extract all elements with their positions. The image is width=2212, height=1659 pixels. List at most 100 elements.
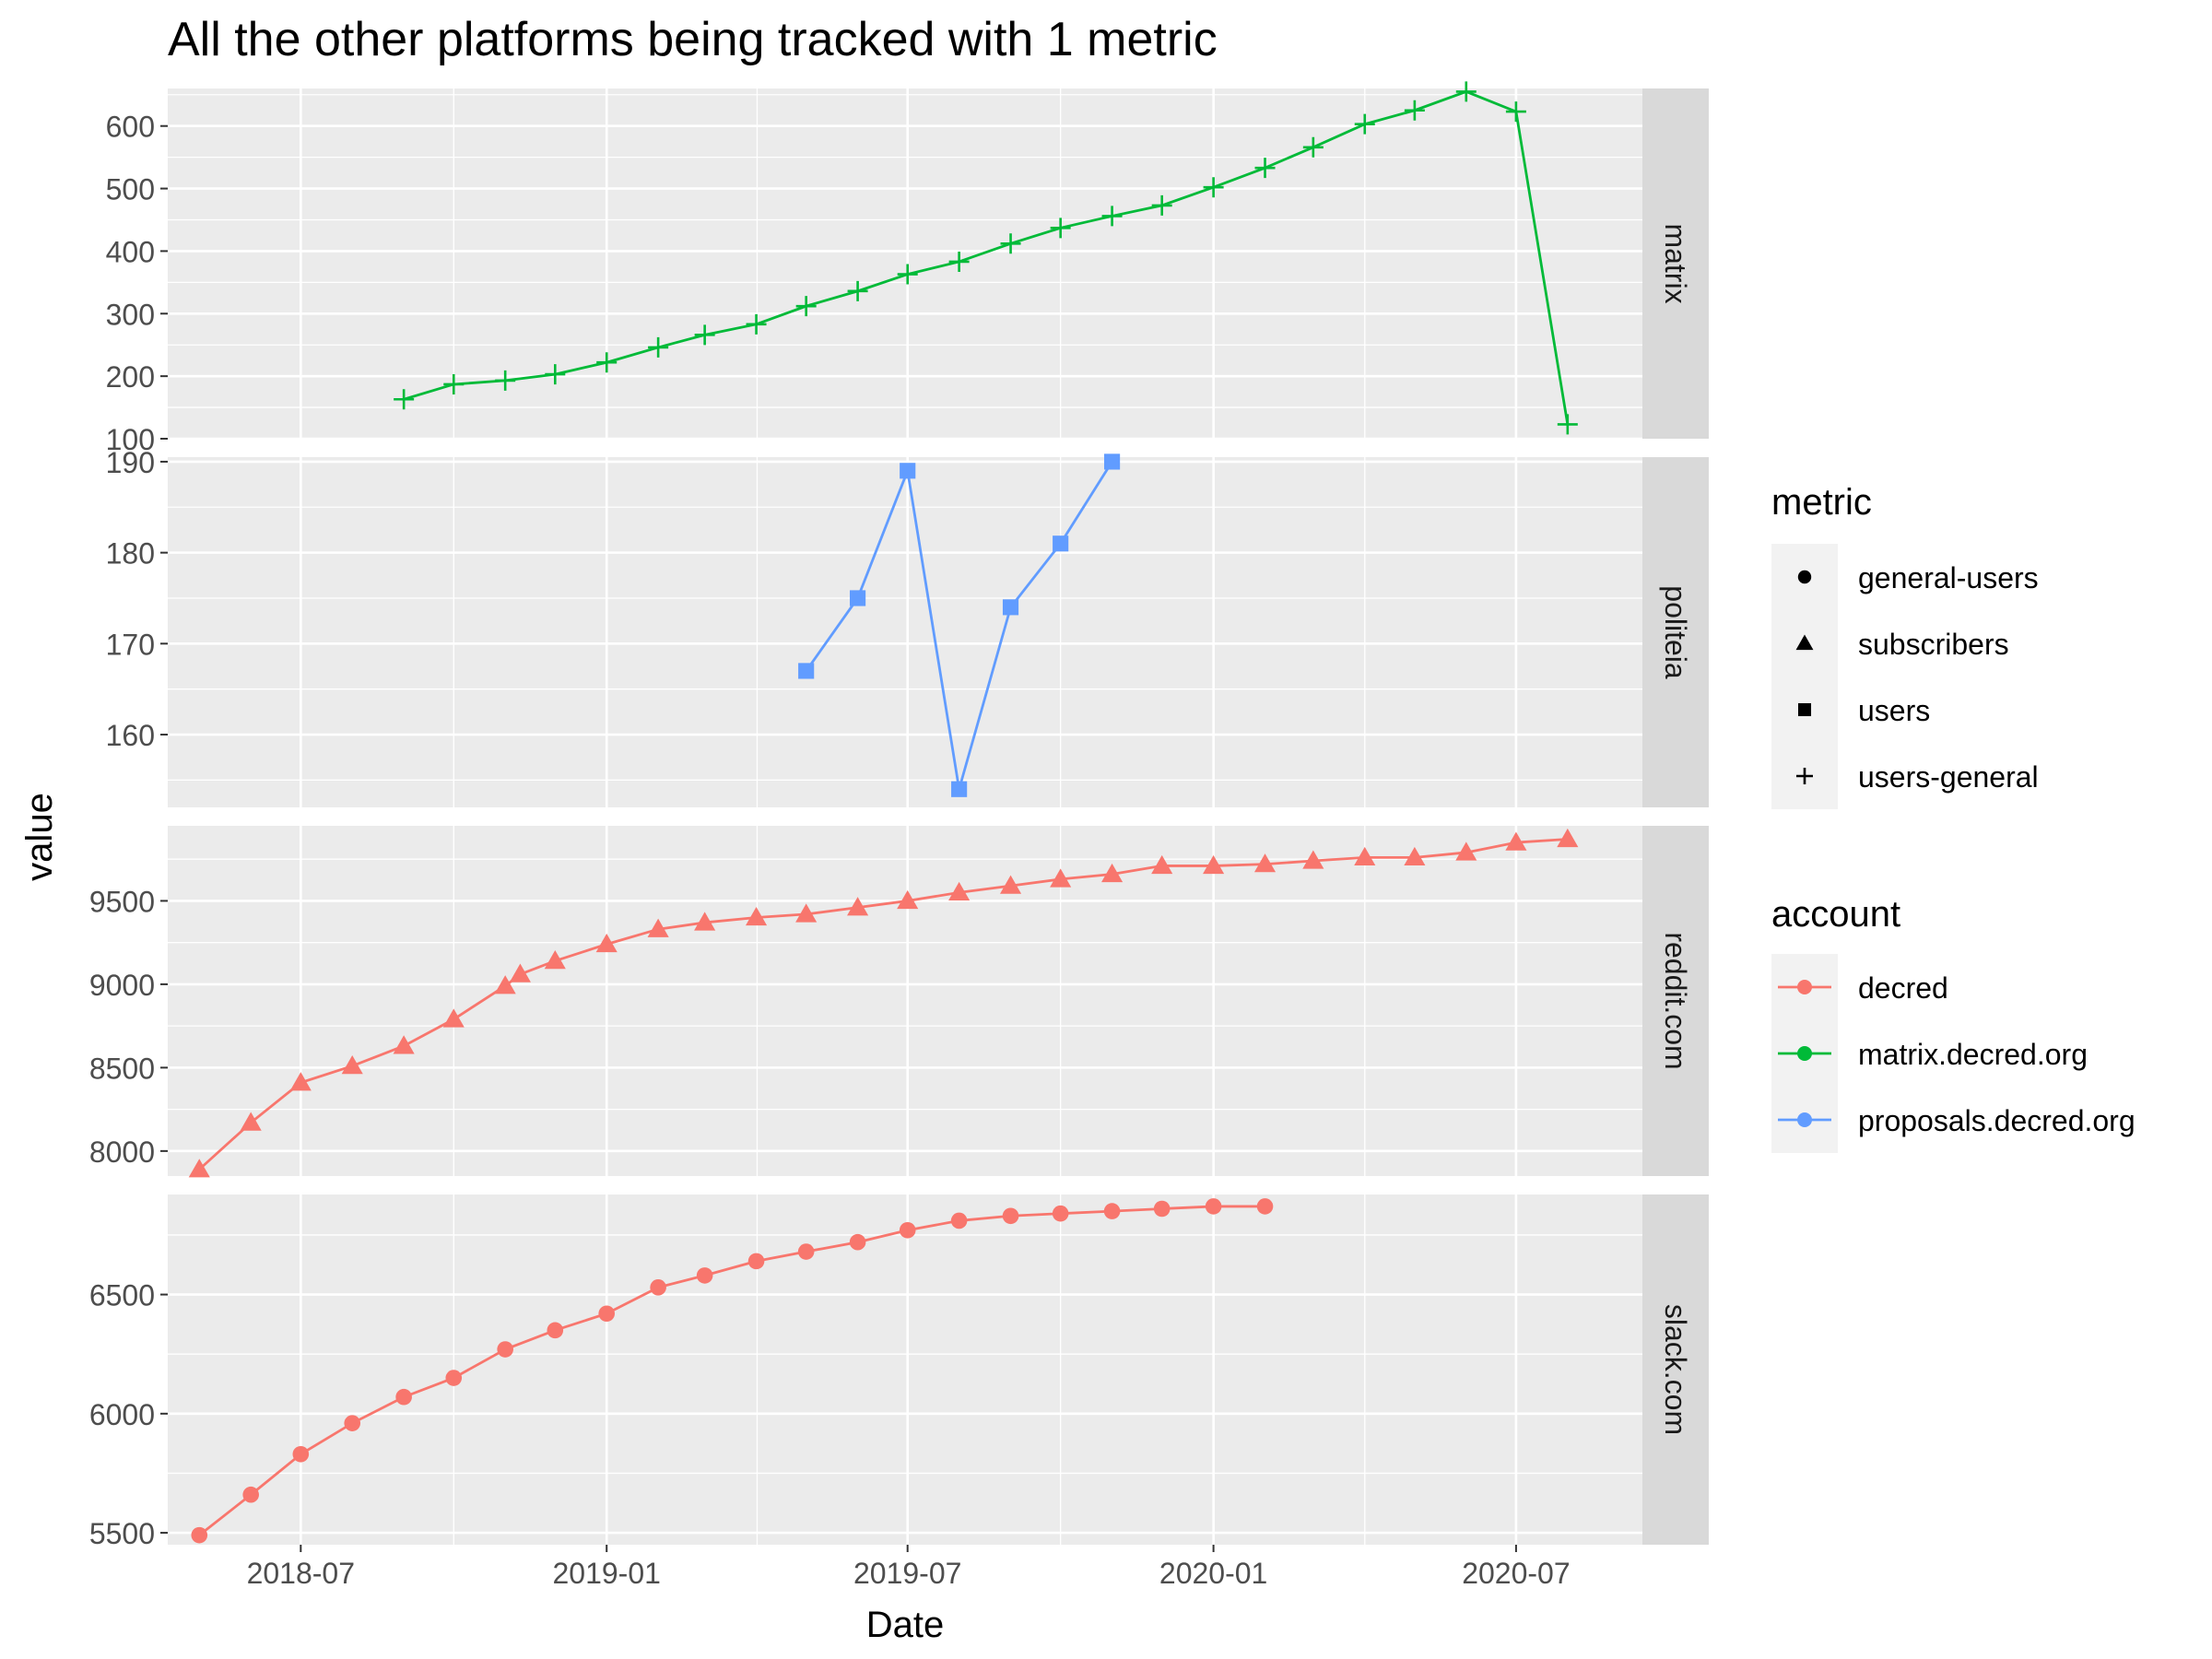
data-point (494, 975, 516, 994)
x-tick-label: 2020-07 (1462, 1557, 1570, 1590)
data-point (1455, 81, 1477, 102)
series-matrix-decred-org (394, 81, 1578, 435)
legend-label: general-users (1858, 561, 2039, 594)
y-tick-label: 8000 (89, 1135, 155, 1169)
y-tick-label: 9500 (89, 885, 155, 918)
data-point (746, 313, 767, 335)
y-tick-label: 300 (106, 298, 155, 331)
x-tick-label: 2019-01 (552, 1557, 660, 1590)
series-proposals-decred-org (798, 453, 1121, 797)
y-tick-label: 8500 (89, 1052, 155, 1085)
series-line (198, 1205, 1265, 1536)
x-axis-title: Date (866, 1605, 945, 1645)
data-point (1505, 831, 1527, 851)
data-point (696, 1267, 713, 1284)
chart-title: All the other platforms being tracked wi… (168, 13, 1218, 66)
data-point (849, 1233, 866, 1251)
legend-key-dot-icon (1797, 980, 1812, 994)
data-point (897, 264, 918, 285)
legend-key-triangle-icon (1795, 634, 1814, 651)
data-point (395, 1388, 412, 1406)
legend-key-dot-icon (1797, 1112, 1812, 1127)
series-line (403, 89, 1570, 425)
data-point (999, 875, 1022, 894)
data-point (242, 1486, 259, 1503)
data-point (1205, 1198, 1222, 1215)
data-point (547, 1322, 564, 1339)
facet-strip (1642, 88, 1709, 439)
data-point (509, 963, 531, 982)
data-point (1002, 599, 1019, 616)
data-point (292, 1445, 310, 1463)
y-tick-label: 100 (106, 423, 155, 456)
panel-background (168, 88, 1642, 439)
y-tick-label: 400 (106, 235, 155, 268)
legend-label: users-general (1858, 760, 2039, 794)
data-point (443, 373, 465, 394)
data-point (442, 1008, 465, 1028)
data-point (394, 389, 415, 410)
data-point (1404, 100, 1425, 121)
data-point (797, 1243, 815, 1260)
data-point (900, 463, 916, 479)
facet-slack-com: 5500 6000 6500 slack.com (89, 1194, 1709, 1550)
data-point (344, 1415, 361, 1431)
panel-background (168, 826, 1642, 1176)
data-point (1053, 535, 1069, 552)
data-point (951, 781, 968, 797)
data-point (1103, 453, 1121, 470)
series-decred (188, 828, 1579, 1178)
data-point (850, 590, 866, 606)
data-point (445, 1370, 463, 1386)
data-point (1302, 850, 1324, 869)
data-point (1557, 414, 1578, 435)
data-point (1101, 206, 1123, 227)
data-point (1103, 1203, 1121, 1219)
legend: metric general-users subscribers users users… (1771, 482, 2136, 1153)
y-tick-label: 600 (106, 111, 155, 144)
x-axis: 2018-07 2019-01 2019-07 2020-01 2020-07 (247, 1545, 1571, 1590)
data-point (1404, 846, 1426, 866)
y-tick-label: 500 (106, 173, 155, 206)
data-point (596, 352, 618, 373)
data-point (1354, 846, 1376, 866)
legend-title-account: account (1771, 894, 1900, 935)
data-point (950, 1212, 968, 1230)
data-point (795, 903, 818, 923)
y-tick-label: 180 (106, 537, 155, 571)
data-point (289, 1072, 312, 1091)
data-point (1052, 1205, 1069, 1222)
data-point (544, 950, 566, 970)
data-point (1455, 841, 1477, 861)
data-point (1050, 868, 1072, 888)
y-tick-label: 6500 (89, 1279, 155, 1312)
y-tick-label: 200 (106, 360, 155, 394)
data-point (1254, 158, 1276, 179)
data-point (1256, 1198, 1274, 1215)
y-tick-label: 6000 (89, 1398, 155, 1431)
data-point (497, 1341, 513, 1358)
x-tick-label: 2018-07 (247, 1557, 355, 1590)
data-point (847, 280, 868, 301)
data-point (948, 881, 971, 901)
legend-key-plus-icon (1796, 768, 1813, 784)
data-point (948, 251, 970, 272)
data-point (1153, 1200, 1171, 1218)
facet-politeia: 160 170 180 190 politeia (106, 446, 1709, 807)
legend-label: decred (1858, 971, 1948, 1005)
data-point (1151, 854, 1173, 875)
legend-label: subscribers (1858, 628, 2009, 661)
data-point (191, 1526, 208, 1544)
data-point (1050, 218, 1071, 239)
panel-background (168, 1194, 1642, 1545)
data-point (746, 906, 768, 926)
legend-label: users (1858, 694, 1930, 727)
data-point (1002, 1207, 1019, 1225)
data-point (341, 1055, 363, 1075)
data-point (240, 1112, 262, 1131)
y-tick-label: 190 (106, 446, 155, 479)
facet-strip (1642, 826, 1709, 1176)
facet-strip-label: reddit.com (1659, 932, 1692, 1069)
facet-strip (1642, 457, 1709, 807)
panel-background (168, 457, 1642, 807)
